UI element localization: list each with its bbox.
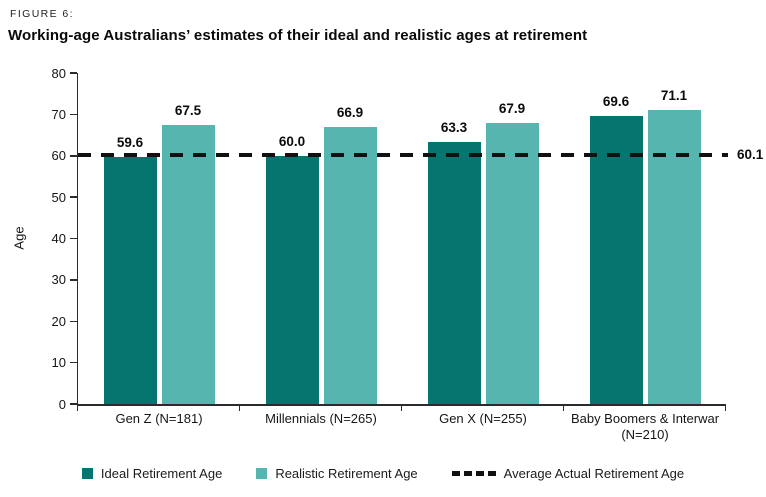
ideal-series-swatch-icon (81, 467, 93, 479)
x-axis-tick (562, 404, 564, 411)
y-tick-label: 30 (51, 272, 66, 288)
chart-legend: Ideal Retirement Age Realistic Retiremen… (0, 463, 766, 483)
legend-label: Realistic Retirement Age (275, 465, 418, 481)
bar-value-label: 63.3 (440, 120, 468, 136)
bar-ideal (103, 157, 157, 404)
x-category-label: Gen Z (N=181) (115, 411, 203, 426)
y-tick-label: 50 (51, 189, 66, 205)
x-category-label: Baby Boomers & Interwar (N=210) (570, 411, 720, 442)
y-tick-label: 0 (58, 396, 66, 412)
y-tick-label: 70 (51, 106, 66, 122)
x-axis-tick (400, 404, 402, 411)
y-tick-label: 80 (51, 65, 66, 81)
average-retirement-reference-line (78, 153, 728, 158)
y-axis-title: Age (11, 226, 27, 250)
reference-line-value-label: 60.1 (737, 147, 764, 163)
legend-label: Average Actual Retirement Age (503, 465, 685, 481)
y-tick-label: 40 (51, 231, 66, 246)
y-axis-tick (70, 155, 77, 157)
legend-label: Ideal Retirement Age (100, 465, 223, 481)
legend-item-realistic: Realistic Retirement Age (256, 465, 418, 481)
bar-ideal (427, 142, 481, 404)
bar-value-label: 67.9 (498, 101, 526, 117)
y-tick-label: 20 (51, 313, 66, 329)
legend-item-ideal: Ideal Retirement Age (81, 465, 223, 481)
bar-ideal (265, 155, 319, 404)
y-axis-tick (70, 113, 77, 116)
legend-item-average-actual: Average Actual Retirement Age (451, 465, 685, 481)
y-axis-tick (70, 320, 77, 322)
bar-realistic (647, 109, 701, 404)
x-axis-tick (724, 404, 726, 411)
x-axis-tick (238, 404, 240, 411)
y-axis-tick (70, 403, 77, 405)
y-axis-tick (70, 279, 77, 281)
bar-value-label: 66.9 (336, 105, 364, 121)
y-tick-label: 10 (51, 355, 66, 371)
bar-ideal (589, 116, 643, 404)
y-axis-tick (70, 72, 77, 74)
bar-realistic (161, 124, 215, 404)
bar-value-label: 59.6 (116, 135, 144, 151)
dashed-line-swatch-icon (451, 470, 496, 476)
y-axis-line (76, 73, 78, 406)
bar-value-label: 71.1 (660, 87, 688, 103)
y-tick-label: 60 (51, 148, 66, 164)
bar-value-label: 67.5 (174, 102, 202, 118)
chart-title: Working-age Australians’ estimates of th… (8, 27, 588, 44)
y-axis-tick (70, 361, 77, 364)
bar-value-label: 60.0 (278, 133, 306, 149)
x-category-label: Millennials (N=265) (265, 411, 377, 426)
y-axis-tick (70, 196, 77, 198)
figure-number-label: FIGURE 6: (10, 8, 74, 20)
x-category-label: Gen X (N=255) (439, 411, 527, 426)
realistic-series-swatch-icon (256, 467, 268, 479)
bar-realistic (485, 123, 539, 404)
y-axis-tick (70, 237, 77, 240)
bar-value-label: 69.6 (602, 94, 630, 110)
bar-realistic (323, 127, 377, 404)
x-axis-tick (76, 404, 78, 411)
